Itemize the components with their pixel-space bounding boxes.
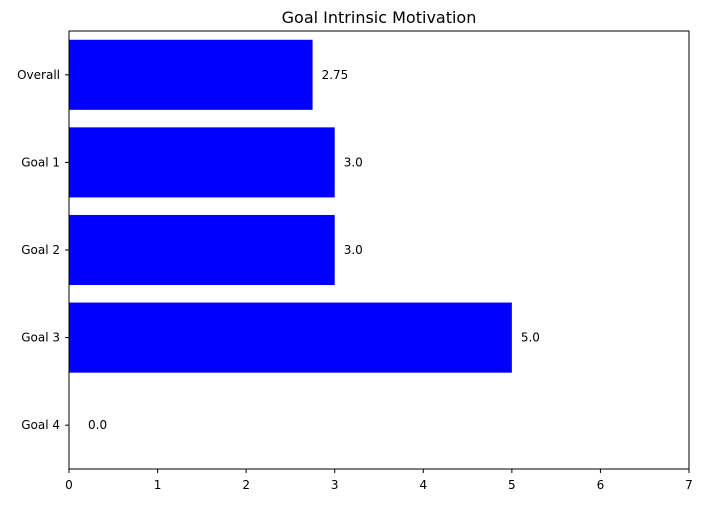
bars-group: 2.75 3.0 3.0 5.0 0.0 xyxy=(69,39,540,432)
bar-overall xyxy=(69,39,313,110)
data-label-goal-2: 3.0 xyxy=(344,243,363,257)
y-tick-labels: Overall Goal 1 Goal 2 Goal 3 Goal 4 xyxy=(17,68,69,432)
y-tick-label: Overall xyxy=(17,68,60,82)
x-axis: 0 1 2 3 4 5 6 7 xyxy=(65,469,693,492)
y-tick-label: Goal 1 xyxy=(21,155,60,169)
bar-goal-1 xyxy=(69,127,335,198)
data-label-goal-4: 0.0 xyxy=(88,418,107,432)
x-tick-label: 4 xyxy=(419,478,427,492)
x-tick-label: 0 xyxy=(65,478,73,492)
bar-goal-2 xyxy=(69,214,335,286)
plot-frame xyxy=(68,30,690,470)
bar-goal-3 xyxy=(69,302,512,373)
x-tick-label: 2 xyxy=(242,478,250,492)
y-tick-label: Goal 2 xyxy=(21,243,60,257)
x-tick-label: 6 xyxy=(597,478,605,492)
chart-title: Goal Intrinsic Motivation xyxy=(282,8,477,27)
x-tick-label: 3 xyxy=(331,478,339,492)
x-tick-label: 7 xyxy=(685,478,693,492)
x-tick-label: 5 xyxy=(508,478,516,492)
data-label-goal-1: 3.0 xyxy=(344,155,363,169)
data-label-goal-3: 5.0 xyxy=(521,331,540,345)
data-label-overall: 2.75 xyxy=(322,68,349,82)
y-tick-label: Goal 3 xyxy=(21,331,60,345)
y-tick-label: Goal 4 xyxy=(21,418,60,432)
x-tick-label: 1 xyxy=(154,478,162,492)
